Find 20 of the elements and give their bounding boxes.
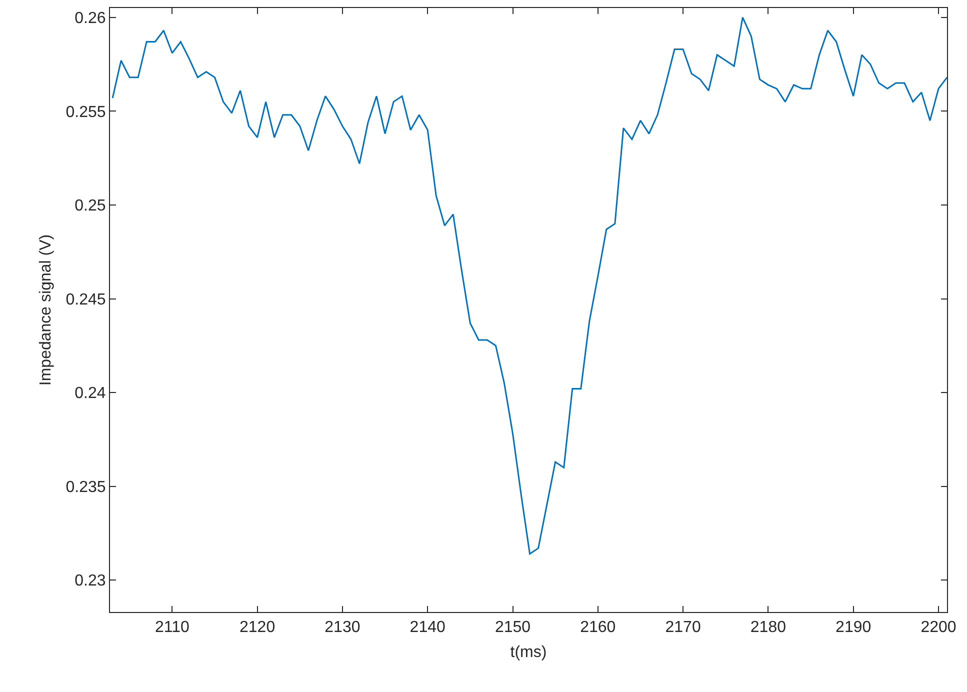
x-tick-label: 2190 (836, 619, 872, 636)
y-tick-label: 0.25 (74, 198, 106, 215)
line-series (112, 16, 947, 555)
y-tick-label: 0.26 (74, 10, 106, 27)
x-tick-label: 2200 (920, 619, 956, 636)
y-axis-title: Impedance signal (V) (38, 234, 55, 386)
y-tick-label: 0.245 (66, 291, 106, 308)
y-tick-label: 0.23 (74, 572, 106, 590)
x-tick-label: 2150 (494, 619, 531, 636)
x-tick-label: 2170 (665, 619, 701, 636)
x-axis-title: t(ms) (510, 644, 547, 661)
x-tick-label: 2110 (154, 619, 190, 636)
x-tick-label: 2130 (324, 619, 360, 636)
y-tick-label: 0.255 (66, 104, 106, 121)
x-tick-label: 2120 (240, 619, 276, 636)
x-tick-label: 2180 (750, 619, 786, 636)
y-tick-label: 0.24 (74, 385, 106, 402)
x-tick-label: 2140 (410, 619, 446, 636)
x-tick-label: 2160 (580, 619, 616, 636)
y-tick-label: 0.235 (66, 478, 106, 496)
